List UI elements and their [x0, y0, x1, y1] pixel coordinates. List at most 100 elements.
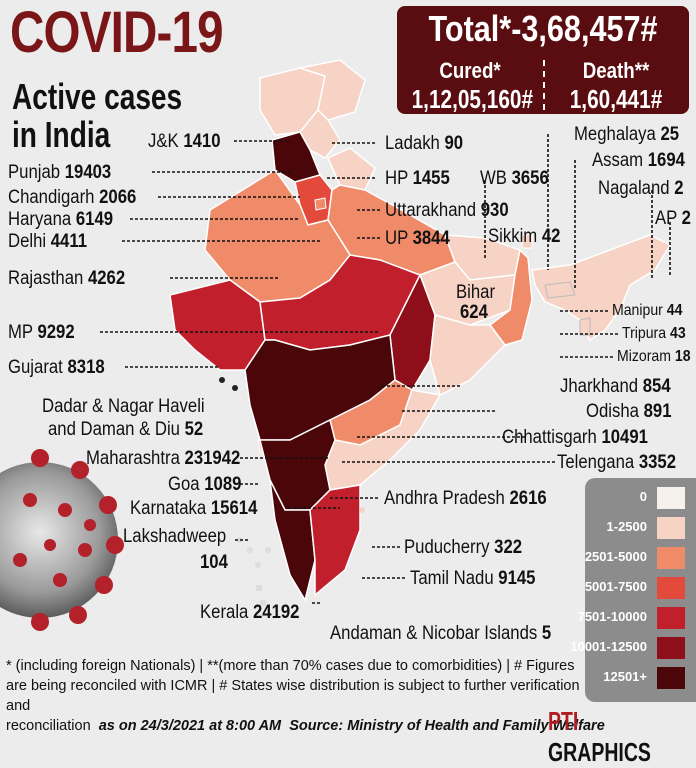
death-block: Death** 1,60,441#: [543, 58, 689, 115]
legend-swatch: [657, 547, 685, 569]
legend-label: 5001-7500: [584, 579, 647, 594]
footnote-line-2: are being reconciled with ICMR | # State…: [6, 678, 580, 714]
footnote-date: as on 24/3/2021 at 8:00 AM: [98, 718, 282, 734]
death-value: 1,60,441#: [569, 84, 663, 114]
label-tamilnadu: Tamil Nadu 9145: [410, 568, 536, 589]
legend-label: 2501-5000: [584, 549, 647, 564]
label-wb: WB 3656: [480, 168, 549, 189]
label-bihar: Bihar: [456, 282, 496, 303]
label-andhra: Andhra Pradesh 2616: [384, 488, 547, 509]
legend-row: 12501+: [585, 664, 685, 690]
region-kerala: [269, 479, 316, 602]
pti-logo: PTI: [548, 706, 579, 736]
legend-label: 0: [639, 489, 647, 504]
label-manipur: Manipur 44: [612, 302, 683, 319]
india-map: [169, 59, 672, 606]
label-goa: Goa 1089: [168, 474, 242, 495]
legend-swatch: [657, 667, 685, 689]
region-delhi: [314, 197, 327, 211]
cured-label: Cured*: [439, 58, 501, 83]
graphics-label: GRAPHICS: [548, 737, 651, 767]
footnote-reconciliation: reconciliation: [6, 718, 91, 734]
page-subtitle: Active cases in India: [12, 78, 215, 154]
label-gujarat: Gujarat 8318: [8, 357, 105, 378]
region-andaman: [256, 585, 266, 606]
label-rajasthan: Rajasthan 4262: [8, 268, 126, 289]
region-sikkim: [521, 234, 533, 249]
subtitle-line-1: Active cases: [12, 76, 183, 117]
cured-block: Cured* 1,12,05,160#: [397, 58, 543, 115]
pti-graphics-credit: PTI GRAPHICS: [548, 706, 659, 768]
region-tripura: [579, 317, 591, 336]
legend-row: 1-2500: [585, 514, 685, 540]
totals-box: Total*-3,68,457# Cured* 1,12,05,160# Dea…: [397, 6, 689, 114]
label-maharashtra: Maharashtra 231942: [86, 448, 241, 469]
map-legend: 0 1-2500 2501-5000 5001-7500 7501-10000 …: [570, 478, 696, 702]
legend-row: 2501-5000: [585, 544, 685, 570]
subtitle-line-2: in India: [12, 114, 111, 155]
legend-label: 1-2500: [606, 519, 647, 534]
legend-row: 10001-12500: [570, 634, 685, 660]
label-dnhdd-2: and Daman & Diu 52: [48, 419, 204, 440]
total-cases: Total*-3,68,457#: [428, 8, 658, 49]
label-ap-arunachal: AP 2: [655, 208, 691, 229]
footnote-source: Source: Ministry of Health and Family We…: [289, 718, 605, 734]
page-title: COVID-19: [10, 0, 224, 65]
label-jharkhand: Jharkhand 854: [560, 376, 671, 397]
label-mp: MP 9292: [8, 322, 75, 343]
label-sikkim: Sikkim 42: [488, 226, 561, 247]
legend-row: 7501-10000: [578, 604, 685, 630]
label-assam: Assam 1694: [592, 150, 685, 171]
legend-label: 10001-12500: [570, 639, 647, 654]
legend-swatch: [657, 517, 685, 539]
region-wb: [488, 248, 533, 346]
region-puducherry: [359, 507, 365, 513]
footnote-line-1: * (including foreign Nationals) | **(mor…: [6, 658, 575, 674]
label-chhattisgarh: Chhattisgarh 10491: [502, 427, 648, 448]
footnote: * (including foreign Nationals) | **(mor…: [6, 656, 606, 736]
label-kerala: Kerala 24192: [200, 602, 300, 623]
region-odisha: [429, 314, 506, 397]
totals-divider: [543, 60, 545, 110]
region-ladakh: [297, 59, 366, 121]
death-label: Death**: [582, 58, 650, 83]
region-meghalaya: [544, 281, 576, 299]
legend-label: 7501-10000: [577, 609, 647, 624]
legend-swatch: [657, 487, 685, 509]
label-tripura: Tripura 43: [622, 325, 686, 342]
cured-value: 1,12,05,160#: [411, 84, 534, 114]
label-lakshadweep: Lakshadweep: [123, 526, 227, 547]
legend-row: 5001-7500: [585, 574, 685, 600]
legend-swatch: [657, 607, 685, 629]
label-haryana: Haryana 6149: [8, 209, 114, 230]
label-hp: HP 1455: [385, 168, 450, 189]
region-northeast: [531, 234, 672, 342]
label-ladakh: Ladakh 90: [385, 133, 464, 154]
label-dnhdd-1: Dadar & Nagar Haveli: [42, 396, 205, 417]
label-andaman: Andaman & Nicobar Islands 5: [330, 623, 552, 644]
region-uttarakhand: [327, 147, 376, 191]
virus-illustration: [0, 449, 124, 631]
label-bihar-value: 624: [460, 302, 488, 323]
label-nagaland: Nagaland 2: [598, 178, 684, 199]
label-uttarakhand: Uttarakhand 930: [385, 200, 509, 221]
label-meghalaya: Meghalaya 25: [574, 124, 680, 145]
label-up: UP 3844: [385, 228, 450, 249]
region-dnhdd: [219, 377, 225, 383]
label-delhi: Delhi 4411: [8, 231, 88, 252]
label-karnataka: Karnataka 15614: [130, 498, 258, 519]
legend-row: 0: [585, 484, 685, 510]
label-puducherry: Puducherry 322: [404, 537, 523, 558]
label-chandigarh: Chandigarh 2066: [8, 187, 137, 208]
region-tamilnadu: [309, 484, 361, 597]
leader-lines: [100, 134, 671, 604]
label-odisha: Odisha 891: [586, 401, 672, 422]
legend-label: 12501+: [603, 669, 647, 684]
legend-swatch: [657, 577, 685, 599]
legend-swatch: [657, 637, 685, 659]
label-mizoram: Mizoram 18: [617, 348, 691, 365]
label-telengana: Telengana 3352: [557, 452, 677, 473]
label-punjab: Punjab 19403: [8, 162, 112, 183]
label-lakshadweep-value: 104: [200, 552, 228, 573]
label-jk: J&K 1410: [148, 131, 221, 152]
